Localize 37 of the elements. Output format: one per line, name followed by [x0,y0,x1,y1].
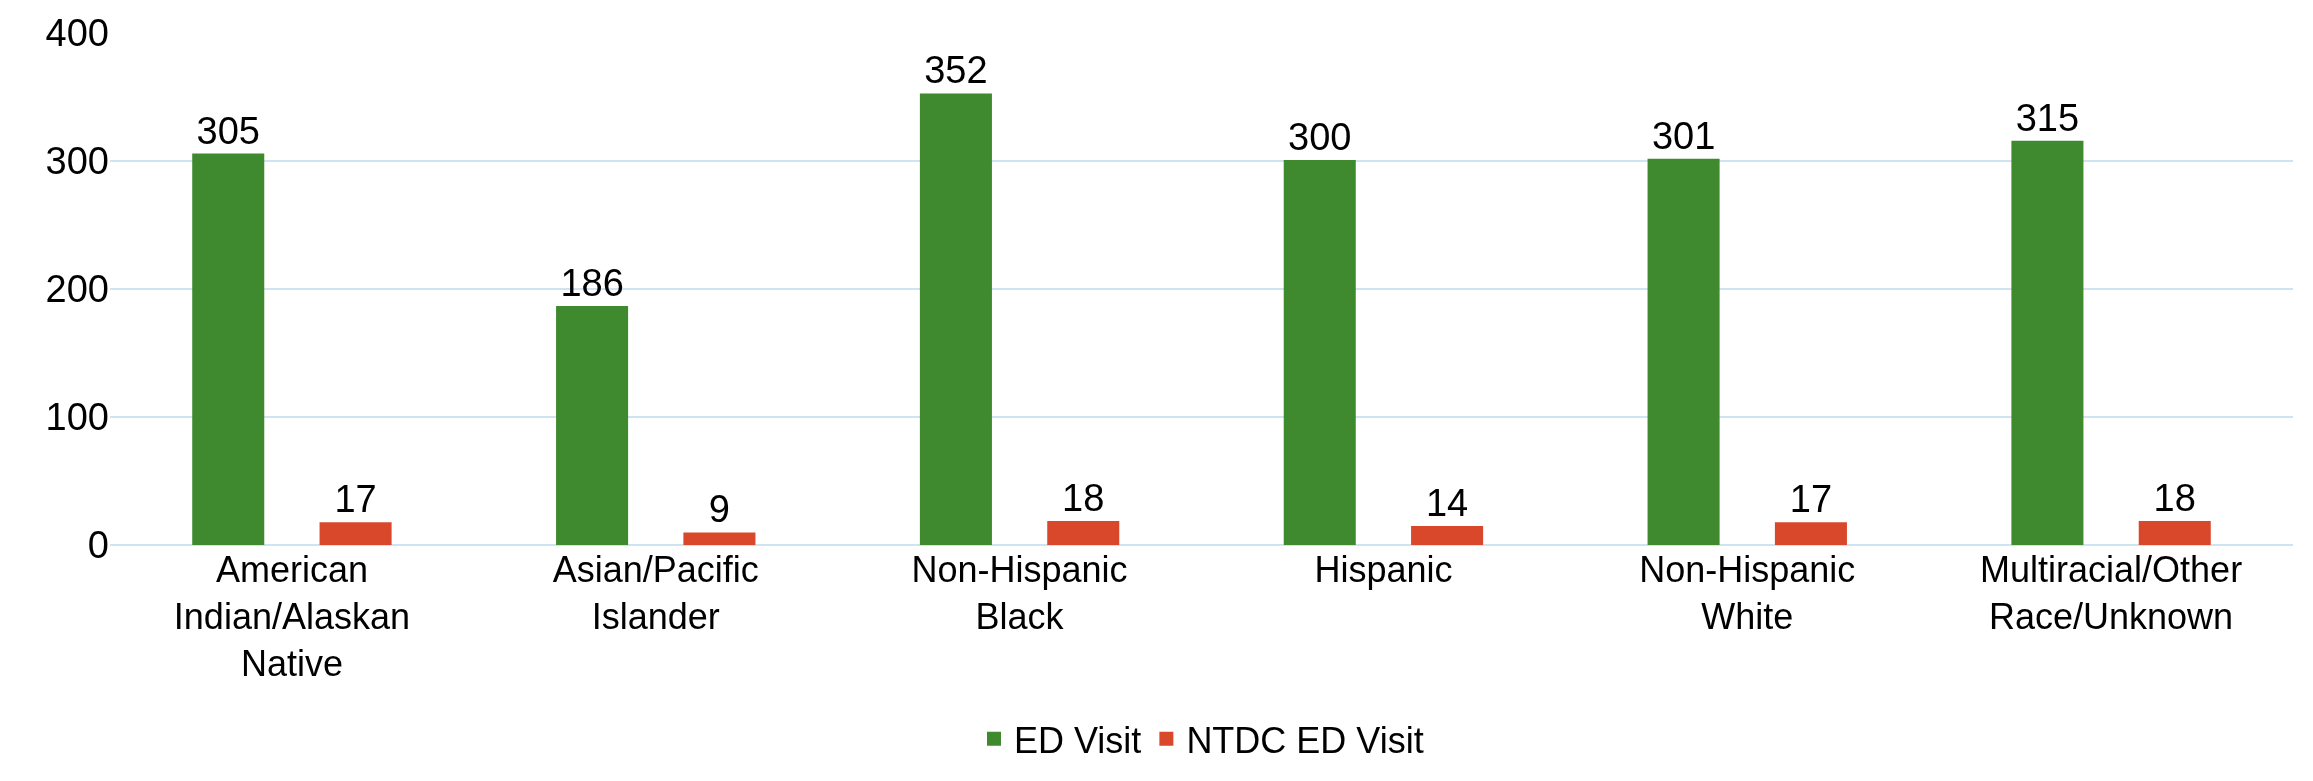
bar [319,522,392,545]
x-tick-label: Asian/Pacific Islander [552,549,759,637]
data-label: 17 [334,478,377,521]
y-tick-label: 300 [45,140,109,183]
bar [1047,520,1120,545]
bar [1283,160,1356,545]
data-label: 301 [1651,114,1716,157]
data-label: 18 [2153,476,2196,519]
data-label: 18 [1062,476,1105,519]
x-tick-label: Hispanic [1314,549,1453,590]
x-tick-label: Multiracial/Other Race/Unknown [1980,549,2243,637]
data-label: 315 [2015,96,2080,139]
bar [1647,158,1720,545]
data-label: 9 [708,488,730,531]
bar [919,93,992,545]
y-tick-label: 0 [87,524,109,567]
data-label: 14 [1425,482,1469,525]
y-tick-label: 100 [45,396,109,439]
data-label: 305 [196,109,260,152]
y-tick-label: 200 [45,268,109,311]
y-tick-label: 400 [45,12,109,55]
bar [192,153,265,545]
legend-label: ED Visit [1014,719,1142,761]
bar [2138,520,2211,545]
bar [2011,140,2084,545]
bar [556,305,629,545]
data-label: 186 [560,261,624,304]
x-tick-label: Non-Hispanic White [1639,549,1856,637]
x-tick-label: American Indian/Alaskan Native [173,549,411,684]
bar [683,532,756,545]
bar [1411,526,1484,545]
bar [1774,522,1847,545]
legend-label: NTDC ED Visit [1186,719,1424,761]
data-label: 17 [1789,478,1833,521]
data-label: 352 [924,49,988,92]
data-label: 300 [1288,116,1352,158]
x-tick-label: Non-Hispanic Black [911,549,1128,637]
